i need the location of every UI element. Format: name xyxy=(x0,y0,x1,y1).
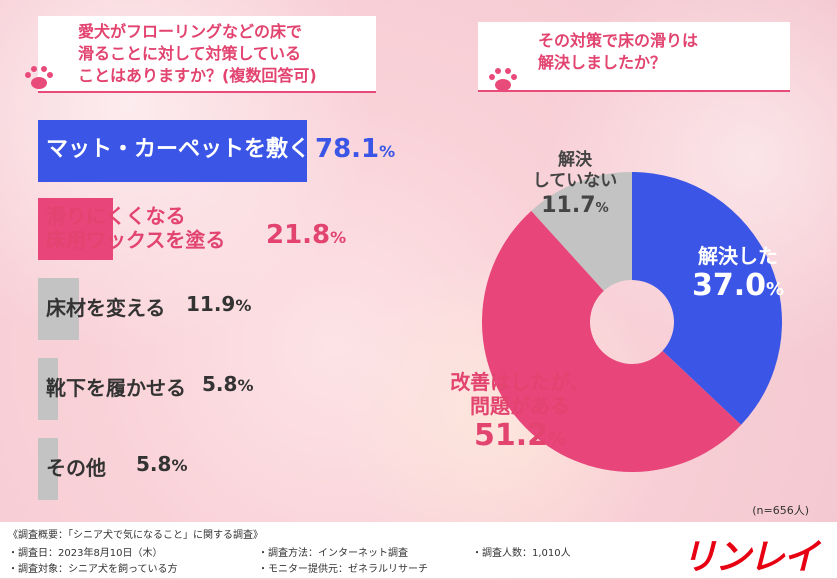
donut-value: 37.0% xyxy=(638,268,837,308)
question-line: 滑ることに対して対策している xyxy=(78,44,302,63)
donut-label-line: 改善はしたが、 xyxy=(450,370,590,394)
survey-title: 《調査概要：「シニア犬で気になること」に関する調査》 xyxy=(8,530,263,541)
bar xyxy=(38,198,114,260)
paw-icon xyxy=(489,68,517,91)
donut-chart xyxy=(482,172,782,472)
donut-label-line: していない xyxy=(532,171,618,191)
value-unit: % xyxy=(171,456,188,475)
value-unit: % xyxy=(379,142,396,161)
bar-value-label: 78.1% xyxy=(315,134,395,164)
donut-slice xyxy=(482,210,742,472)
bar-label-line: 床材を変える xyxy=(46,296,166,320)
donut-label-line: 解決 xyxy=(558,150,592,170)
value-number: 11.9 xyxy=(186,292,236,316)
value-unit: % xyxy=(235,296,252,315)
value-unit: % xyxy=(547,429,567,450)
donut-value: 51.2% xyxy=(420,418,620,458)
bar-value-label: 11.9% xyxy=(186,292,251,316)
footer: 《調査概要：「シニア犬で気になること」に関する調査》 ・調査日：2023年8月1… xyxy=(0,522,837,578)
donut-label: 改善はしたが、 問題がある 51.2% xyxy=(420,370,620,458)
bar xyxy=(38,438,58,500)
bar-label: 滑りにくくなる 床用ワックスを塗る xyxy=(46,204,225,252)
bar-label: 床材を変える xyxy=(46,296,165,320)
question-line: ことはありますか？(複数回答可) xyxy=(78,66,317,85)
bar-label-line: 床用ワックスを塗る xyxy=(46,228,226,252)
linrei-logo: リンレイ xyxy=(680,537,819,578)
value-number: 5.8 xyxy=(136,452,172,476)
right-question-box: その対策で床の滑りは 解決しましたか？ xyxy=(478,22,790,92)
donut-label: 解決 していない 11.7% xyxy=(475,150,675,223)
bar-label-line: 滑りにくくなる xyxy=(46,204,186,228)
bar xyxy=(38,120,307,182)
bar-value-label: 21.8% xyxy=(266,220,346,250)
left-question-box: 愛犬がフローリングなどの床で 滑ることに対して対策している ことはありますか？(… xyxy=(38,16,376,93)
donut-label-line: 解決した xyxy=(698,244,778,268)
value-unit: % xyxy=(237,376,254,395)
survey-target: ・調査対象：シニア犬を飼っている方 xyxy=(8,564,178,575)
value-number: 21.8 xyxy=(266,220,331,250)
bar-label: 靴下を履かせる xyxy=(46,376,186,400)
paw-icon xyxy=(25,66,53,89)
value-unit: % xyxy=(765,279,785,300)
donut-value: 11.7% xyxy=(475,192,675,223)
value-unit: % xyxy=(330,228,347,247)
bar-label-line: 靴下を履かせる xyxy=(46,376,186,400)
donut-label-line: 問題がある xyxy=(470,394,570,418)
sample-size-note: (n=656人) xyxy=(752,504,809,517)
donut-label: 解決した 37.0% xyxy=(638,244,837,308)
bar-value-label: 5.8% xyxy=(202,372,253,396)
donut-slice xyxy=(632,172,782,425)
value-number: 78.1 xyxy=(315,134,380,164)
bar xyxy=(38,278,79,340)
bar-label-line: その他 xyxy=(46,456,106,480)
value-unit: % xyxy=(595,201,609,216)
value-number: 51.2 xyxy=(473,418,548,453)
value-number: 11.7 xyxy=(541,193,596,218)
survey-date: ・調査日：2023年8月10日（木） xyxy=(8,548,163,559)
question-line: 解決しましたか？ xyxy=(538,53,667,72)
survey-count: ・調査人数：1,010人 xyxy=(472,548,571,559)
question-line: その対策で床の滑りは xyxy=(538,31,699,50)
donut-slice xyxy=(531,172,632,291)
question-line: 愛犬がフローリングなどの床で xyxy=(78,22,303,41)
bar-value-label: 5.8% xyxy=(136,452,187,476)
bar xyxy=(38,358,58,420)
survey-method: ・調査方法：インターネット調査 xyxy=(258,548,408,559)
bar-label: マット・カーペットを敷く xyxy=(46,138,310,162)
value-number: 37.0 xyxy=(691,268,766,303)
bar-label-line: マット・カーペットを敷く xyxy=(46,137,311,162)
value-number: 5.8 xyxy=(202,372,238,396)
bar-label: その他 xyxy=(46,456,106,480)
survey-provider: ・モニター提供元：ゼネラルリサーチ xyxy=(258,564,428,575)
